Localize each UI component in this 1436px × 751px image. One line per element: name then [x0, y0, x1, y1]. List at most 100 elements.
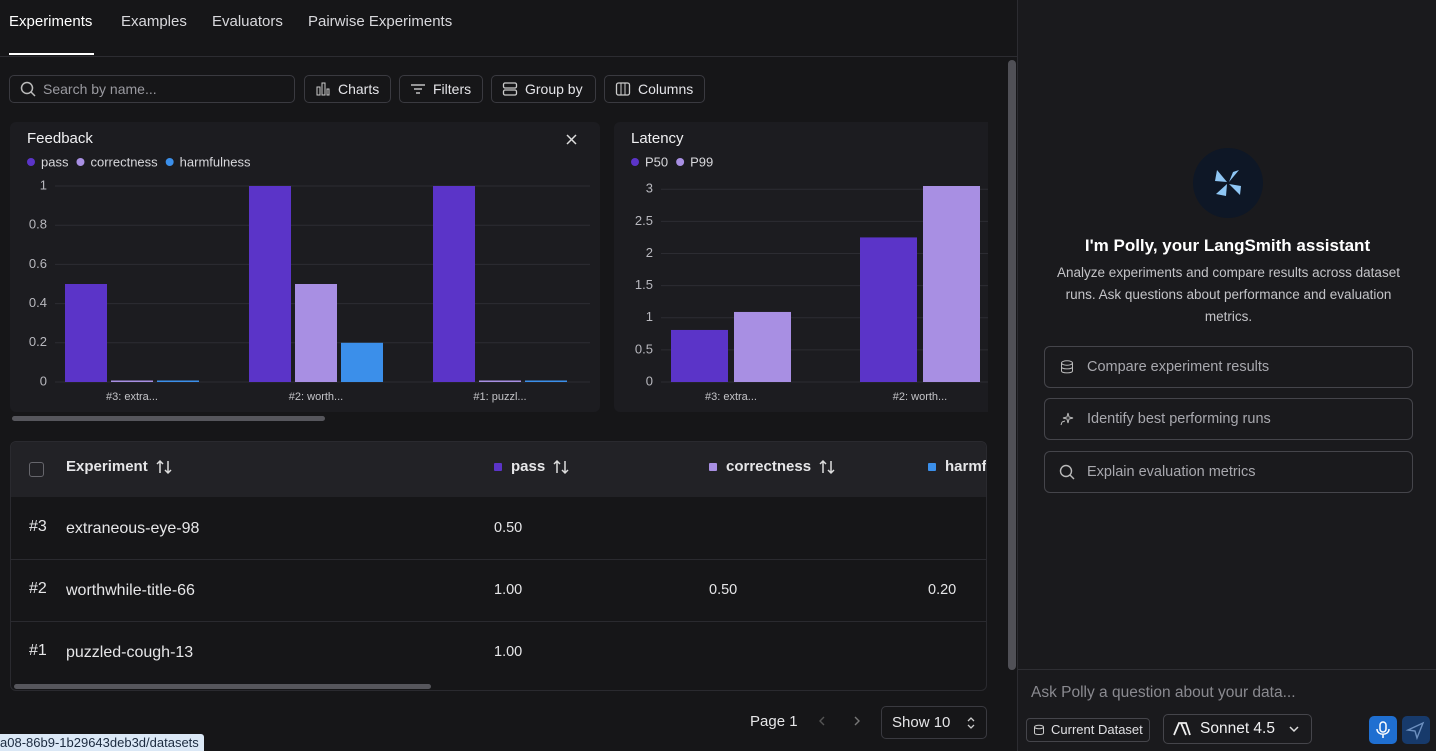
assistant-title: I'm Polly, your LangSmith assistant — [1084, 236, 1371, 255]
metric-swatch — [494, 462, 502, 471]
column-header: harmfulness — [928, 458, 987, 475]
mic-button[interactable] — [1369, 716, 1397, 744]
scrollbar[interactable] — [1008, 60, 1016, 670]
suggestion-text: Identify best performing runs — [1087, 411, 1271, 427]
icon — [411, 84, 425, 94]
tab[interactable]: Evaluators — [212, 13, 283, 30]
column-title: Experiment — [66, 458, 148, 475]
y-tick-label: 1 — [646, 309, 653, 324]
context-chip[interactable]: Current Dataset — [1026, 718, 1150, 742]
button-label: Charts — [338, 81, 380, 97]
bar — [249, 186, 291, 382]
chart: Feedback pass correctness harmfulness 0 0.2 0.… — [27, 130, 590, 403]
bar — [433, 186, 475, 382]
bar — [923, 186, 980, 382]
legend-swatch — [631, 158, 639, 166]
y-tick-label: 2 — [646, 245, 653, 260]
chat-input[interactable]: Ask Polly a question about your data... — [1031, 684, 1296, 701]
tab[interactable]: Pairwise Experiments — [308, 13, 453, 30]
y-tick-label: 0.8 — [29, 217, 47, 232]
group-by-button[interactable]: Group by — [491, 75, 596, 103]
bar — [295, 284, 337, 382]
sort-icon[interactable] — [819, 459, 835, 475]
metric-value: 1.00 — [494, 582, 523, 598]
metric-value: 1.00 — [494, 644, 523, 660]
button-label: Filters — [433, 81, 472, 97]
metric-value: 0.50 — [709, 582, 738, 598]
metric-swatch — [928, 462, 936, 471]
y-tick-label: 0 — [40, 373, 47, 388]
tab[interactable]: Experiments — [9, 13, 93, 30]
suggestion-text: Compare experiment results — [1087, 359, 1270, 375]
y-tick-label: 0.2 — [29, 334, 47, 349]
row-divider — [11, 621, 986, 622]
chart: Latency P50 P99 0 0.5 1 1.5 2 2.5 3 #3: extra... #2… — [631, 130, 988, 403]
scrollbar[interactable] — [14, 684, 431, 689]
chart-card: Feedback pass correctness harmfulness 0 0.2 0.… — [10, 122, 600, 412]
bar — [341, 342, 383, 382]
column-header: pass — [494, 458, 569, 475]
legend-swatch — [76, 158, 85, 166]
icon — [502, 82, 518, 96]
search-box[interactable]: Search by name... — [9, 75, 295, 103]
bar — [525, 380, 567, 382]
rank: #1 — [29, 642, 47, 659]
y-tick-label: 3 — [646, 181, 653, 196]
scrollbar[interactable] — [12, 416, 325, 421]
y-tick-label: 0.5 — [635, 341, 653, 356]
page-indicator: Page 1 — [750, 713, 798, 730]
legend-label: correctness — [90, 154, 158, 169]
x-tick-label: #2: worth... — [893, 391, 947, 403]
column-title: correctness — [726, 458, 812, 475]
prev-page[interactable] — [808, 708, 835, 735]
bar — [111, 380, 153, 382]
send-button[interactable] — [1402, 716, 1430, 744]
status-url: a08-86b9-1b29643deb3d/datasets — [0, 734, 204, 751]
divider — [1018, 669, 1436, 670]
search-icon — [20, 81, 36, 97]
column-header: Experiment — [66, 458, 172, 475]
chart-card: Latency P50 P99 0 0.5 1 1.5 2 2.5 3 #3: extra... #2… — [614, 122, 988, 412]
metric-swatch — [709, 462, 717, 471]
suggestion[interactable]: Compare experiment results — [1044, 346, 1413, 388]
legend-swatch — [27, 158, 35, 166]
y-tick-label: 2.5 — [635, 213, 653, 228]
x-tick-label: #1: puzzl... — [473, 391, 526, 403]
sort-icon[interactable] — [553, 459, 569, 475]
model-name: Sonnet 4.5 — [1200, 720, 1275, 737]
icon — [615, 82, 631, 96]
model-select[interactable]: Sonnet 4.5 — [1163, 714, 1312, 744]
icon — [967, 717, 975, 729]
columns-button[interactable]: Columns — [604, 75, 705, 103]
select-all-checkbox[interactable] — [29, 462, 44, 477]
y-tick-label: 0 — [646, 373, 653, 388]
page-size: Show 10 — [892, 714, 951, 731]
assistant-logo — [1193, 148, 1263, 218]
y-tick-label: 1.5 — [635, 277, 653, 292]
y-tick-label: 0.6 — [29, 256, 47, 271]
suggestion[interactable]: Explain evaluation metrics — [1044, 451, 1413, 493]
tab[interactable]: Examples — [121, 13, 187, 30]
divider — [0, 56, 1017, 57]
legend-label: P99 — [690, 154, 713, 169]
bar — [734, 311, 791, 382]
filters-button[interactable]: Filters — [399, 75, 483, 103]
suggestion[interactable]: Identify best performing runs — [1044, 398, 1413, 440]
bar — [65, 284, 107, 382]
close-icon[interactable] — [566, 134, 577, 145]
button-label: Group by — [525, 81, 583, 97]
icon — [316, 82, 330, 96]
chart-title: Feedback — [27, 130, 93, 147]
column-title: pass — [511, 458, 546, 475]
charts-button[interactable]: Charts — [304, 75, 391, 103]
legend-swatch — [165, 158, 174, 166]
bar — [671, 329, 728, 382]
suggestion-text: Explain evaluation metrics — [1087, 464, 1256, 480]
column-title: harmfulness — [945, 458, 987, 475]
bar — [157, 380, 199, 382]
page-size-select[interactable]: Show 10 — [881, 706, 987, 739]
sort-icon[interactable] — [156, 459, 172, 475]
next-page[interactable] — [843, 708, 870, 735]
experiment-name: puzzled-cough-13 — [66, 644, 194, 661]
